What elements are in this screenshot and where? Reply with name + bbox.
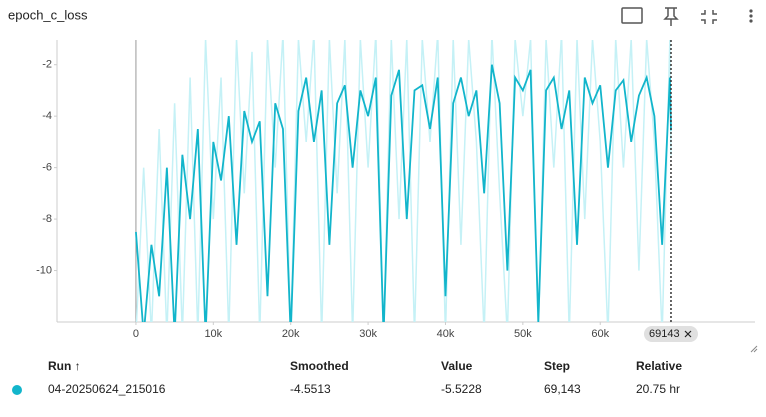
table-cell: 04-20250624_215016 — [48, 382, 166, 396]
table-cell: 69,143 — [544, 382, 581, 396]
expand-icon[interactable] — [701, 10, 717, 24]
step-chip — [643, 326, 698, 342]
column-header: Step — [544, 359, 570, 373]
menu-icon[interactable] — [749, 9, 753, 23]
resize-handle[interactable] — [750, 345, 758, 353]
table-cell: -4.5513 — [290, 382, 331, 396]
y-tick-label: -8 — [42, 213, 52, 225]
column-header: Relative — [636, 359, 682, 373]
series-line — [135, 64, 672, 322]
y-tick-label: -10 — [36, 264, 52, 276]
x-tick-label: 10k — [204, 328, 222, 340]
x-tick-label: 60k — [591, 328, 609, 340]
x-tick-label: 50k — [514, 328, 532, 340]
y-tick-label: -4 — [42, 110, 52, 122]
series-line — [135, 40, 672, 322]
fit-icon[interactable] — [621, 7, 643, 24]
x-tick-label: 40k — [437, 328, 455, 340]
y-tick-label: -6 — [42, 162, 52, 174]
table-cell: -5.5228 — [441, 382, 482, 396]
step-chip-label: 69143 — [649, 328, 680, 340]
run-color — [12, 385, 22, 395]
column-header: Run ↑ — [48, 359, 81, 373]
chart-title: epoch_c_loss — [8, 7, 88, 22]
column-header: Smoothed — [290, 359, 349, 373]
x-tick-label: 20k — [282, 328, 300, 340]
pin-icon[interactable] — [663, 7, 679, 26]
x-tick-label: 0 — [133, 328, 139, 340]
y-tick-label: -2 — [42, 59, 52, 71]
x-tick-label: 30k — [359, 328, 377, 340]
toolbar[interactable] — [621, 7, 753, 26]
column-header: Value — [441, 359, 473, 373]
chip-close — [684, 330, 692, 338]
table-cell: 20.75 hr — [636, 382, 680, 396]
